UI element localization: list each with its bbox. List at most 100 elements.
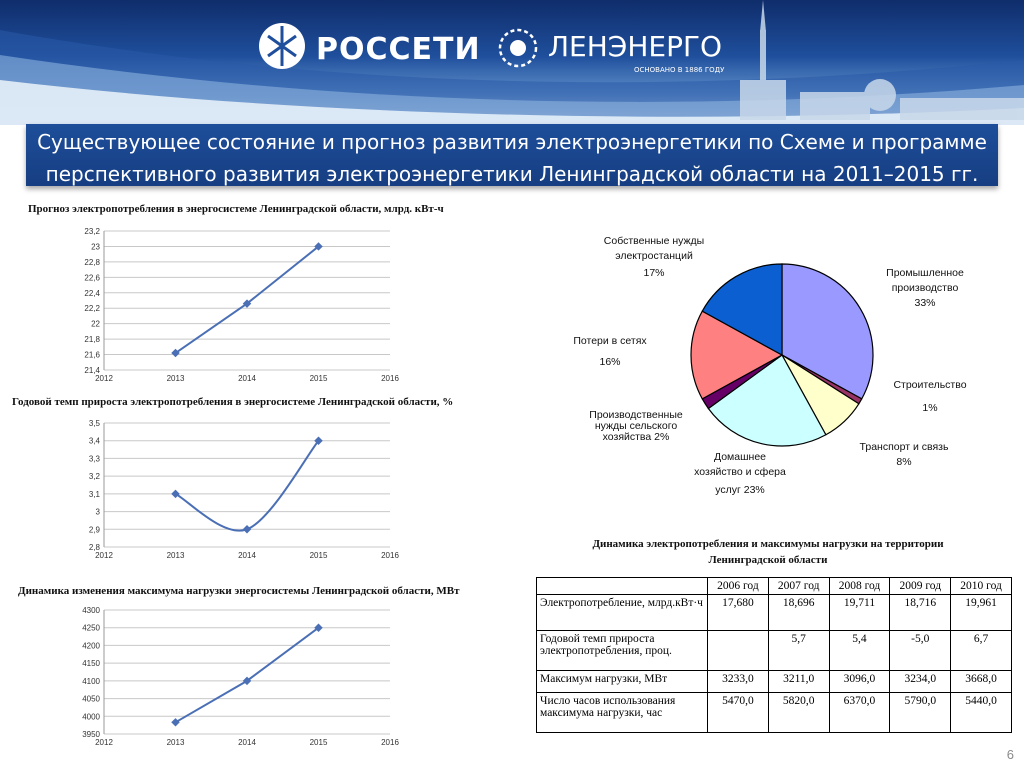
pie-label-industry: Промышленное производство 33% [868, 266, 982, 311]
table-title-line2: Ленинградской области [708, 554, 828, 566]
chart3-x-tick-label: 2012 [95, 738, 113, 747]
chart1-y-tick-label: 22,2 [84, 304, 100, 313]
chart1-x-tick-label: 2015 [310, 374, 328, 383]
chart3-y-tick-label: 4000 [82, 712, 100, 721]
table-cell: 3233,0 [707, 670, 769, 693]
table-cell: 19,711 [828, 594, 891, 631]
chart3-y-tick-label: 3950 [82, 730, 100, 739]
chart2-x-tick-label: 2014 [238, 551, 256, 560]
table-cell: 3668,0 [950, 670, 1012, 693]
lenenergo-logo-text: ЛЕНЭНЕРГО [548, 30, 723, 63]
table-cell: -5,0 [889, 630, 952, 671]
pie-slice-5 [690, 310, 784, 400]
table-cell: 3096,0 [828, 670, 891, 693]
header-banner: РОССЕТИ ЛЕНЭНЕРГО ОСНОВАНО В 1886 ГОДУ [0, 0, 1024, 125]
table-cell: 5470,0 [707, 692, 769, 733]
table-cell: 3234,0 [889, 670, 952, 693]
pie-slice-6 [701, 263, 783, 357]
table-header-cell: 2006 год [707, 577, 769, 595]
chart3-y-tick-label: 4300 [82, 606, 100, 615]
chart1-x-tick-label: 2012 [95, 374, 113, 383]
chart1-x-tick-label: 2014 [238, 374, 256, 383]
table-title-line1: Динамика электропотребления и максимумы … [592, 538, 944, 550]
chart3-data-point [171, 718, 180, 727]
table-header-cell: 2008 год [828, 577, 891, 595]
chart3-y-tick-label: 4100 [82, 677, 100, 686]
pie-label-losses-l1: Потери в сетях [573, 335, 647, 347]
chart3-x-tick-label: 2016 [381, 738, 399, 747]
chart2-y-tick-label: 3,5 [89, 419, 101, 428]
pie-label-transport: Транспорт и связь 8% [850, 440, 958, 470]
rosseti-logo-text: РОССЕТИ [316, 32, 481, 67]
chart2-y-tick-label: 2,9 [89, 525, 101, 534]
title-bar: Существующее состояние и прогноз развити… [26, 124, 998, 186]
table-row: Годовой темп прироста электропотребления… [536, 630, 1012, 671]
chart2-y-tick-label: 3,3 [89, 454, 101, 463]
pie-label-transport-l1: Транспорт и связь [859, 441, 949, 453]
chart3-series-line [174, 626, 320, 724]
chart3-x-tick-label: 2013 [167, 738, 185, 747]
pie-slice-0 [781, 263, 874, 400]
chart3-y-tick-label: 4050 [82, 695, 100, 704]
pie-label-agriculture: Производственные нужды сельского хозяйст… [576, 410, 696, 443]
chart1-y-tick-label: 22 [91, 320, 100, 329]
chart3-data-point [242, 676, 252, 686]
pie-label-losses: Потери в сетях 16% [562, 334, 658, 370]
chart1-y-tick-label: 23 [91, 242, 100, 251]
data-table: 2006 год 2007 год 2008 год 2009 год 2010… [536, 577, 1012, 733]
chart2-x-tick-label: 2015 [310, 551, 328, 560]
chart3-y-tick-label: 4250 [82, 624, 100, 633]
table-cell: 18,696 [767, 594, 830, 631]
chart2-y-tick-label: 3,1 [89, 490, 101, 499]
table-row-label: Число часов использования максимума нагр… [536, 692, 708, 733]
chart2-y-tick-label: 2,8 [89, 543, 101, 552]
chart2-x-tick-label: 2013 [167, 551, 185, 560]
chart2-y-tick-label: 3,4 [89, 437, 101, 446]
pie-label-industry-pct: 33% [914, 297, 936, 309]
pie-label-industry-l2: производство [891, 282, 959, 294]
chart1-line: 21,4 21,6 21,8 22 22,2 22,4 22,6 22,8 23 23,2 2012… [84, 227, 399, 383]
table-row-label: Электропотребление, млрд.кВт·ч [536, 594, 708, 631]
chart1-y-tick-label: 22,4 [84, 289, 100, 298]
page-number: 6 [1006, 747, 1014, 762]
chart1-y-tick-label: 21,6 [84, 351, 100, 360]
header-decoration [0, 0, 1024, 125]
pie-label-own-needs-l1: Собственные нужды [603, 235, 705, 247]
table-cell: 5,7 [767, 630, 830, 671]
chart2-title: Годовой темп прироста электропотребления… [12, 396, 454, 408]
pie-label-own-needs-l2: электростанций [615, 250, 693, 262]
table-row: Число часов использования максимума нагр… [536, 692, 1012, 733]
chart2-line: 2,8 2,9 3 3,1 3,2 3,3 3,4 3,5 2012 2013 2014 2015 20… [89, 419, 400, 560]
chart2-x-tick-label: 2016 [381, 551, 399, 560]
chart2-series-line [175, 440, 320, 532]
table-cell [707, 630, 769, 671]
pie-label-household-l1: Домашнее [713, 451, 767, 463]
chart1-x-tick-label: 2016 [381, 374, 399, 383]
chart2-data-point [242, 525, 252, 534]
table-header-row: 2006 год 2007 год 2008 год 2009 год 2010… [536, 577, 1012, 595]
lenenergo-founded-text: ОСНОВАНО В 1886 ГОДУ [634, 66, 725, 74]
chart3-x-tick-label: 2015 [310, 738, 328, 747]
pie-label-agriculture-l2: нужды сельского [594, 420, 678, 432]
chart1-title: Прогноз электропотребления в энергосисте… [28, 203, 444, 215]
table-cell: 18,716 [889, 594, 952, 631]
table-cell: 19,961 [950, 594, 1012, 631]
chart3-title: Динамика изменения максимума нагрузки эн… [18, 585, 460, 597]
table-cell: 6370,0 [828, 692, 891, 733]
pie-label-construction-l1: Строительство [893, 379, 967, 391]
pie-chart [690, 263, 874, 447]
chart1-x-tick-label: 2013 [167, 374, 185, 383]
table-row-label: Максимум нагрузки, МВт [536, 670, 708, 693]
table-cell: 6,7 [950, 630, 1012, 671]
chart2-y-tick-label: 3 [96, 508, 101, 517]
pie-label-agriculture-l3: хозяйства 2% [602, 431, 670, 443]
chart1-y-tick-label: 22,8 [84, 258, 100, 267]
chart3-x-tick-label: 2014 [238, 738, 256, 747]
chart2-y-tick-label: 3,2 [89, 472, 101, 481]
chart2-data-point [314, 436, 323, 445]
pie-label-construction: Строительство 1% [878, 378, 982, 416]
table-cell: 3211,0 [767, 670, 830, 693]
table-header-cell: 2009 год [889, 577, 952, 595]
pie-label-household: Домашнее хозяйство и сфера услуг 23% [680, 450, 800, 498]
table-header-cell: 2007 год [767, 577, 830, 595]
